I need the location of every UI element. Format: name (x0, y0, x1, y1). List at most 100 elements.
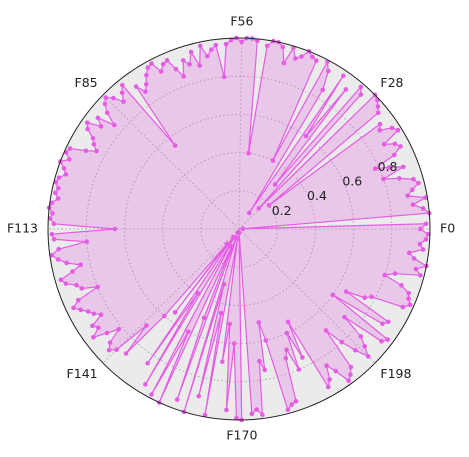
point (111, 95, 116, 101)
point (91, 334, 96, 340)
point (85, 120, 90, 125)
point (358, 92, 364, 97)
point (423, 221, 429, 227)
grid-circle (200, 190, 278, 268)
point (358, 334, 364, 339)
point (227, 321, 233, 327)
point (172, 143, 178, 148)
point (90, 135, 96, 141)
point (372, 166, 378, 171)
point (272, 182, 278, 187)
point (399, 282, 404, 288)
point (270, 158, 276, 163)
point (358, 84, 364, 90)
point (406, 296, 411, 301)
point (303, 133, 309, 139)
point (76, 297, 81, 303)
point (104, 330, 110, 336)
point (375, 104, 381, 109)
point (323, 328, 329, 333)
point (205, 53, 210, 59)
point (262, 367, 268, 373)
point (386, 165, 392, 170)
point (209, 47, 214, 52)
r-tick-label: 0.4 (307, 188, 327, 203)
point (98, 124, 104, 129)
point (104, 110, 110, 116)
point (143, 81, 149, 87)
point (188, 49, 194, 55)
grid-circle (123, 113, 355, 345)
point (218, 310, 224, 316)
point (293, 398, 299, 404)
point (195, 291, 201, 296)
point (377, 121, 383, 127)
category-label: F0 (440, 221, 455, 236)
point (106, 347, 112, 353)
point (91, 311, 97, 317)
point (389, 125, 395, 131)
point (85, 126, 90, 132)
point (396, 176, 402, 181)
point (405, 193, 410, 199)
point (95, 325, 101, 331)
point (49, 231, 55, 237)
point (187, 62, 192, 67)
point (420, 247, 426, 252)
point (61, 166, 67, 171)
point (55, 257, 61, 262)
point (423, 237, 429, 242)
category-label: F28 (380, 75, 403, 90)
point (55, 196, 61, 201)
point (260, 412, 265, 418)
point (348, 372, 353, 377)
point (196, 393, 202, 399)
r-tick-label: 0.6 (342, 174, 362, 189)
point (228, 37, 234, 43)
point (172, 310, 178, 315)
point (327, 377, 332, 382)
point (283, 355, 289, 361)
point (285, 319, 291, 325)
point (220, 359, 225, 364)
point (197, 63, 202, 68)
point (385, 319, 391, 325)
point (78, 262, 83, 268)
point (280, 44, 286, 50)
point (202, 412, 208, 418)
point (256, 320, 262, 325)
point (418, 273, 423, 278)
point (116, 327, 122, 332)
point (143, 89, 148, 94)
point (411, 256, 417, 261)
point (392, 141, 398, 147)
point (406, 290, 412, 296)
category-label: F170 (226, 427, 257, 442)
point (149, 392, 154, 397)
point (353, 348, 358, 353)
point (324, 363, 329, 368)
point (365, 354, 371, 359)
point (256, 206, 262, 211)
r-tick-label: 0.8 (378, 159, 398, 174)
point (377, 127, 383, 133)
point (369, 294, 374, 300)
point (362, 295, 367, 301)
point (376, 110, 381, 116)
point (325, 384, 331, 390)
point (410, 202, 416, 207)
point (197, 43, 203, 49)
point (181, 74, 187, 79)
point (382, 272, 388, 278)
point (401, 164, 406, 170)
point (300, 355, 305, 360)
point (254, 407, 259, 412)
point (121, 99, 126, 104)
category-label: F56 (230, 14, 253, 29)
point (180, 58, 186, 63)
point (380, 321, 385, 327)
point (266, 203, 272, 208)
point (67, 157, 72, 162)
point (145, 65, 151, 70)
